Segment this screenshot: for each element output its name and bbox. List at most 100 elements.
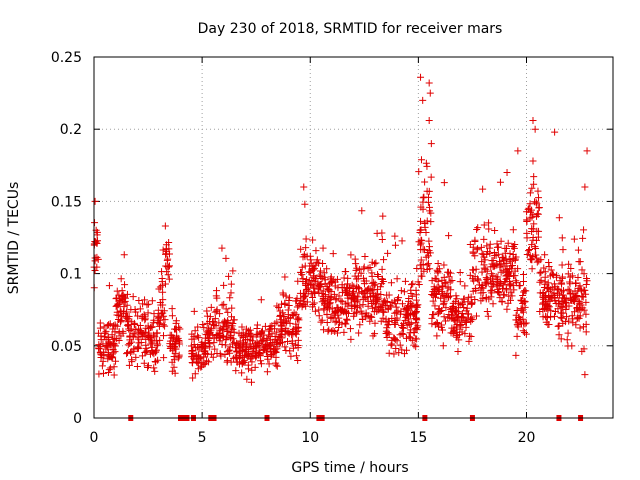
data-point	[473, 246, 481, 254]
data-point	[371, 319, 379, 327]
data-point	[159, 332, 167, 340]
data-point	[294, 315, 302, 323]
data-point	[508, 265, 516, 273]
data-point	[514, 321, 522, 329]
data-point	[288, 337, 296, 345]
data-point	[437, 294, 445, 302]
data-point	[583, 277, 591, 285]
data-point	[432, 275, 440, 283]
data-point	[516, 282, 524, 290]
data-point	[551, 293, 559, 301]
data-point	[264, 342, 272, 350]
data-point	[369, 332, 377, 340]
data-point	[575, 258, 583, 266]
data-point	[425, 187, 433, 195]
data-point	[565, 260, 573, 268]
data-point	[484, 312, 492, 320]
data-point	[200, 353, 208, 361]
data-point	[150, 310, 158, 318]
data-point	[503, 305, 511, 313]
data-point	[333, 329, 341, 337]
data-point	[167, 343, 175, 351]
data-point	[123, 301, 131, 309]
data-point	[530, 180, 538, 188]
plot-frame	[93, 56, 614, 419]
data-point	[290, 309, 298, 317]
data-point	[141, 315, 149, 323]
data-point	[227, 313, 235, 321]
data-point	[220, 333, 228, 341]
data-point	[253, 338, 261, 346]
data-point	[374, 270, 382, 278]
data-point	[562, 305, 570, 313]
data-point	[527, 256, 535, 264]
data-point	[479, 250, 487, 258]
data-point	[520, 298, 528, 306]
data-point	[521, 329, 529, 337]
data-point	[375, 295, 383, 303]
data-point	[479, 284, 487, 292]
data-point	[488, 289, 496, 297]
data-point	[217, 324, 225, 332]
data-point	[388, 336, 396, 344]
data-point	[147, 336, 155, 344]
data-point	[417, 256, 425, 264]
data-point	[281, 299, 289, 307]
data-point	[281, 330, 289, 338]
data-point	[158, 275, 166, 283]
data-point	[541, 251, 549, 259]
data-point	[209, 320, 217, 328]
data-point	[303, 276, 311, 284]
data-point	[284, 329, 292, 337]
data-point	[419, 198, 427, 206]
data-point	[496, 278, 504, 286]
data-point	[229, 267, 237, 275]
data-point	[510, 272, 518, 280]
data-point	[543, 304, 551, 312]
data-point	[159, 288, 167, 296]
data-point	[464, 298, 472, 306]
data-point	[501, 244, 509, 252]
data-point	[370, 308, 378, 316]
data-point	[532, 198, 540, 206]
data-point	[483, 307, 491, 315]
data-point	[150, 316, 158, 324]
data-point	[238, 323, 246, 331]
data-point	[297, 296, 305, 304]
data-point	[404, 303, 412, 311]
data-point	[216, 337, 224, 345]
data-point	[154, 306, 162, 314]
data-point	[144, 322, 152, 330]
data-point	[444, 284, 452, 292]
data-point	[581, 183, 589, 191]
data-point	[578, 266, 586, 274]
data-point	[279, 289, 287, 297]
data-point	[555, 322, 563, 330]
data-point	[427, 140, 435, 148]
data-point	[320, 269, 328, 277]
data-point	[95, 344, 103, 352]
data-point	[170, 363, 178, 371]
data-point	[293, 328, 301, 336]
data-point	[478, 258, 486, 266]
data-point	[469, 243, 477, 251]
data-point	[91, 254, 99, 262]
data-point	[91, 267, 99, 275]
data-point	[105, 321, 113, 329]
data-point	[458, 320, 466, 328]
data-point	[502, 285, 510, 293]
data-point	[108, 354, 116, 362]
data-point	[494, 273, 502, 281]
data-point	[400, 288, 408, 296]
data-point	[190, 353, 198, 361]
data-point	[497, 237, 505, 245]
data-point	[104, 322, 112, 330]
data-point	[342, 308, 350, 316]
data-point	[423, 261, 431, 269]
data-point	[398, 323, 406, 331]
data-point	[356, 321, 364, 329]
data-point	[261, 343, 269, 351]
data-point	[383, 297, 391, 305]
data-point	[364, 264, 372, 272]
data-point	[495, 289, 503, 297]
